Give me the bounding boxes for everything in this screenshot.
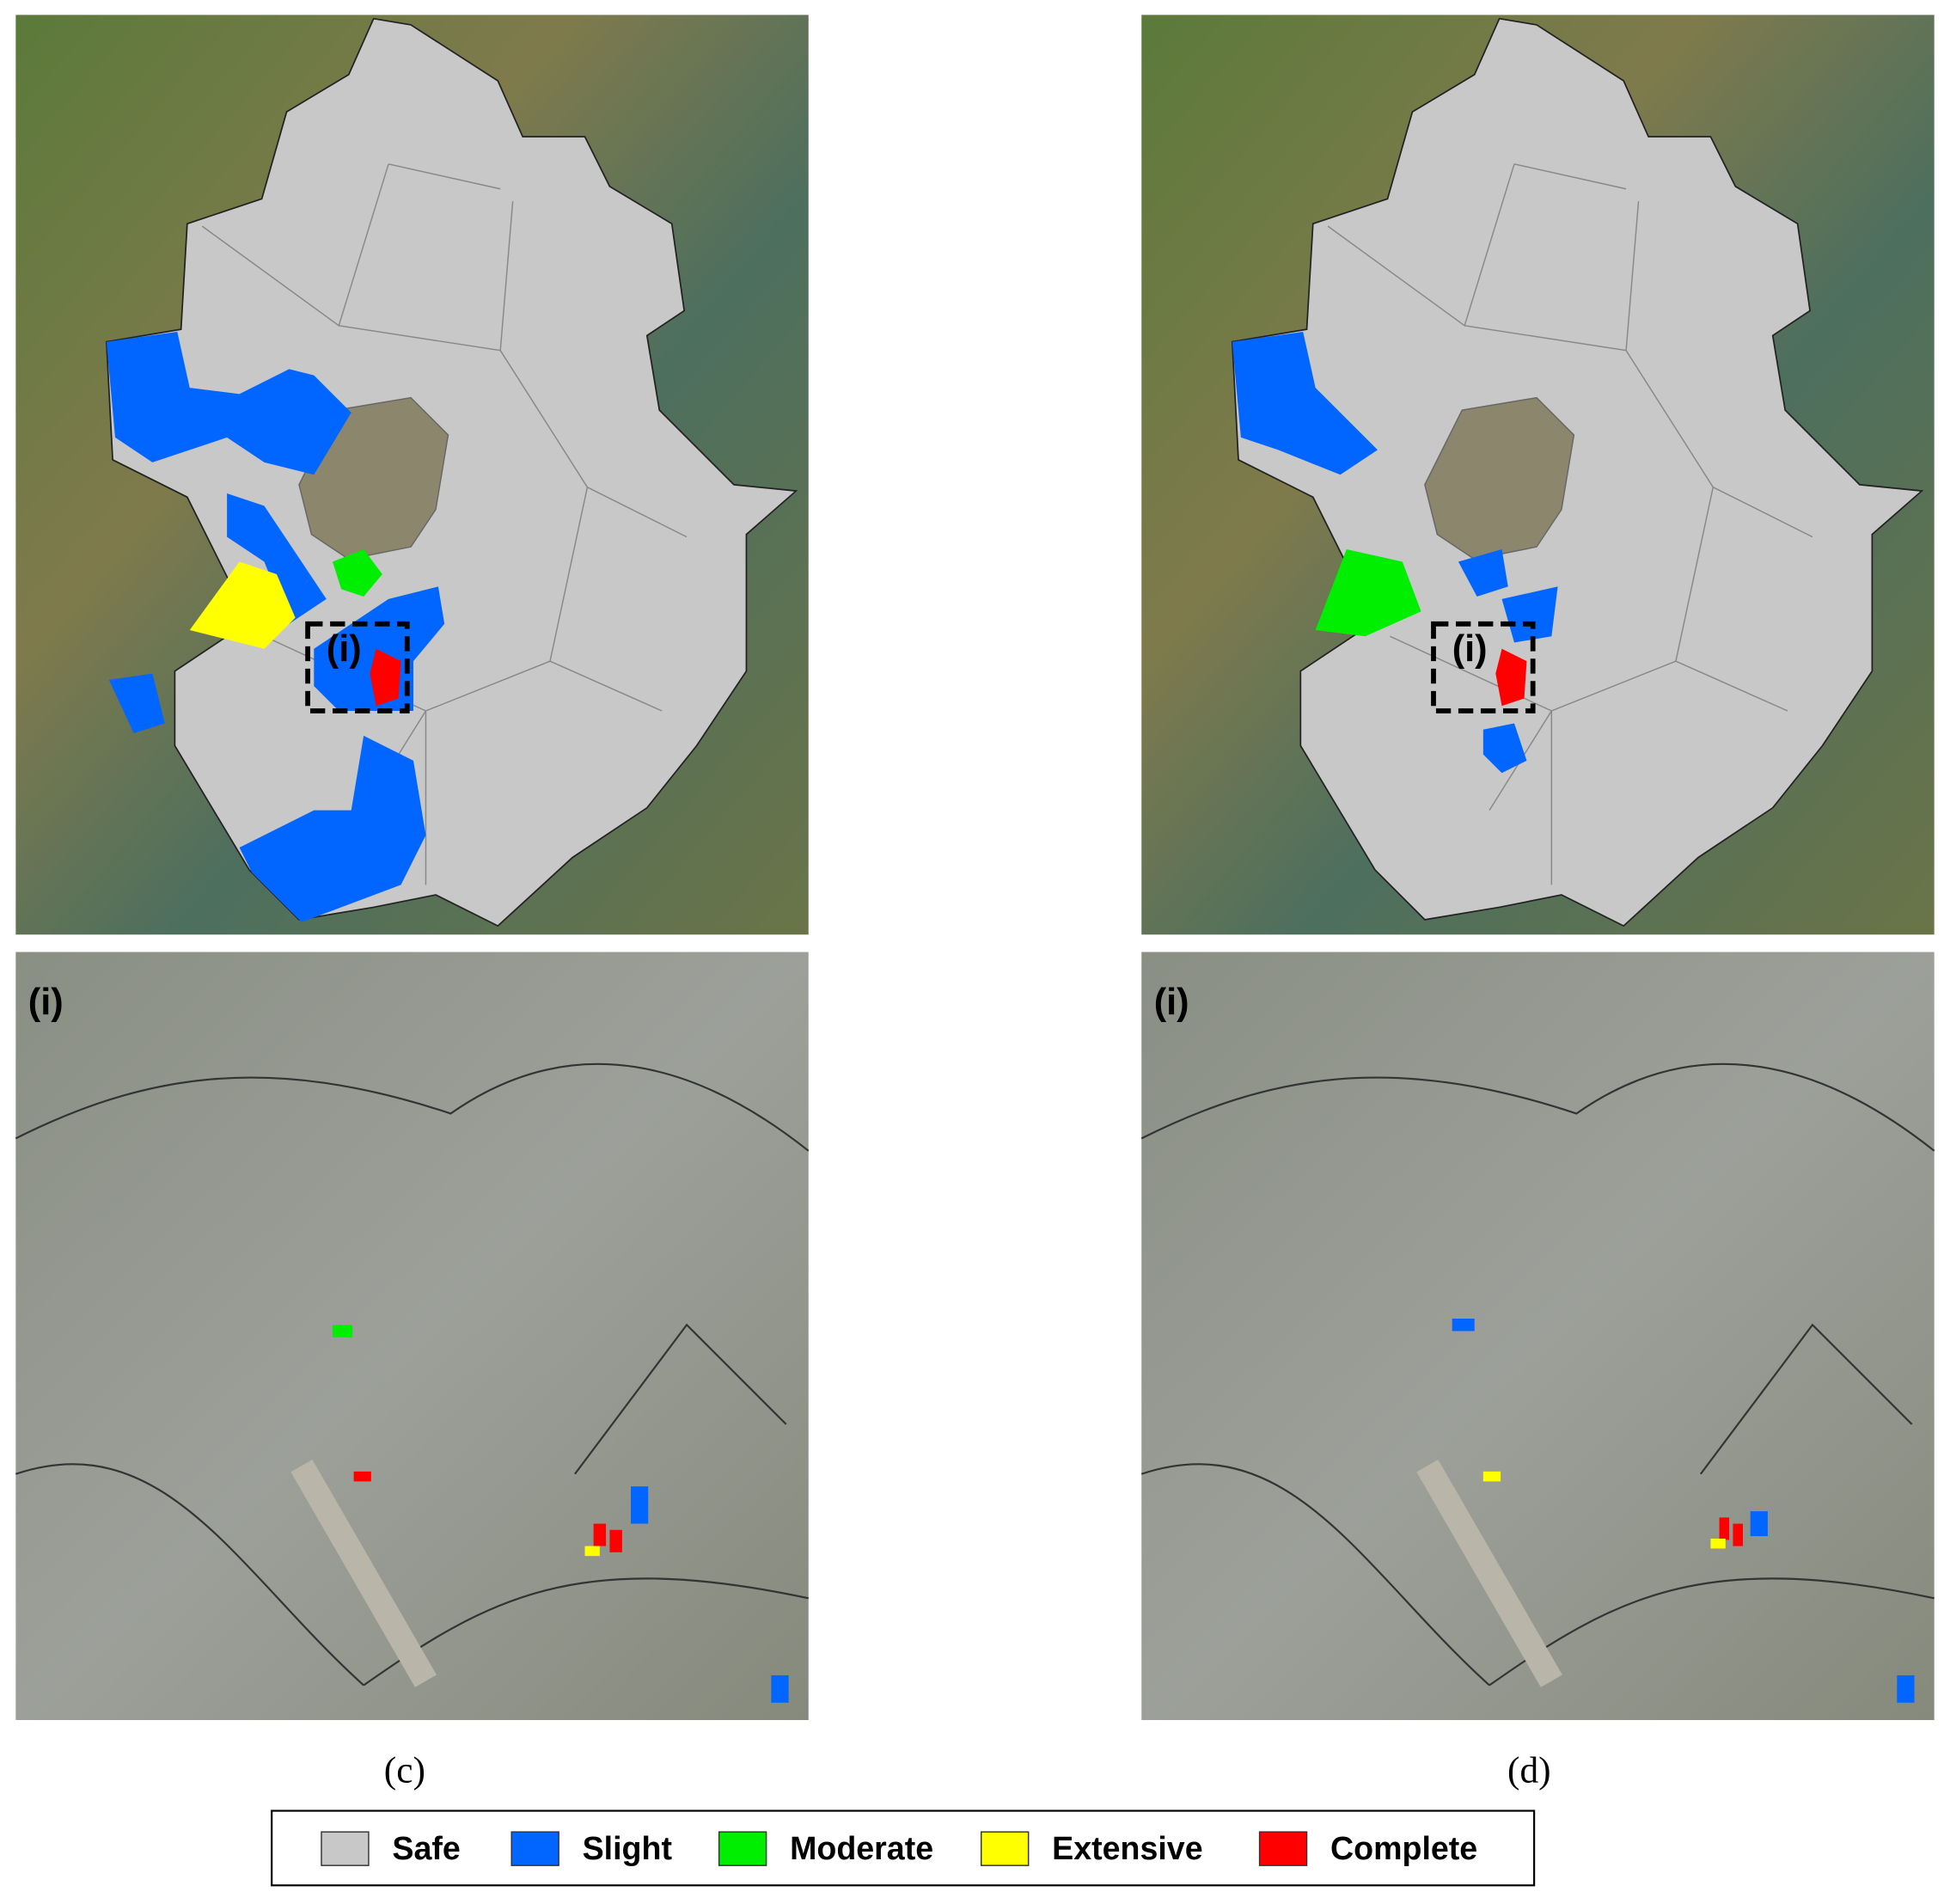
legend-box xyxy=(271,1809,1536,1887)
building xyxy=(333,1325,353,1338)
legend-swatch xyxy=(718,1831,767,1866)
overview-c: (i) xyxy=(15,15,809,935)
legend: Safe Slight Moderate Extensive Complete xyxy=(321,1830,1477,1866)
building xyxy=(771,1674,789,1703)
detail-d: (i) xyxy=(1140,951,1935,1722)
building xyxy=(593,1523,607,1546)
detail-label: (i) xyxy=(1154,982,1189,1023)
legend-label: Slight xyxy=(583,1830,673,1866)
legend-swatch xyxy=(510,1831,559,1866)
detail-map xyxy=(15,951,810,1722)
region xyxy=(1501,586,1558,643)
region xyxy=(106,332,351,475)
building xyxy=(1482,1471,1501,1482)
region xyxy=(1315,549,1421,637)
building xyxy=(353,1471,371,1482)
caption: (d) xyxy=(1507,1749,1551,1791)
building xyxy=(609,1529,622,1552)
region xyxy=(108,673,165,734)
legend-label: Moderate xyxy=(790,1830,933,1866)
region xyxy=(333,549,382,597)
detail-label: (i) xyxy=(28,982,64,1023)
legend-label: Safe xyxy=(392,1830,460,1866)
legend-swatch xyxy=(321,1831,370,1866)
building xyxy=(1710,1538,1726,1549)
region xyxy=(239,735,426,922)
building xyxy=(1733,1523,1744,1546)
inset-label: (i) xyxy=(1452,628,1488,670)
overview-d: (i) xyxy=(1141,15,1935,935)
building xyxy=(1750,1511,1768,1537)
inset-label: (i) xyxy=(327,628,362,670)
inset-box xyxy=(305,621,410,713)
building xyxy=(584,1546,600,1557)
region xyxy=(1495,648,1527,707)
caption: (c) xyxy=(384,1749,425,1791)
region xyxy=(370,648,401,707)
legend-swatch xyxy=(1258,1831,1308,1866)
region xyxy=(1482,723,1527,774)
detail-map xyxy=(1140,951,1935,1722)
building xyxy=(1897,1674,1915,1703)
region xyxy=(1232,332,1378,475)
region xyxy=(189,561,296,649)
region xyxy=(314,586,445,712)
region xyxy=(227,493,327,624)
building xyxy=(1719,1517,1730,1540)
inset-box xyxy=(1431,621,1536,713)
detail-c: (i) xyxy=(15,951,810,1722)
legend-label: Complete xyxy=(1330,1830,1477,1866)
legend-label: Extensive xyxy=(1052,1830,1202,1866)
region xyxy=(1458,549,1508,597)
building xyxy=(1452,1319,1475,1332)
building xyxy=(631,1486,649,1524)
legend-swatch xyxy=(981,1831,1030,1866)
